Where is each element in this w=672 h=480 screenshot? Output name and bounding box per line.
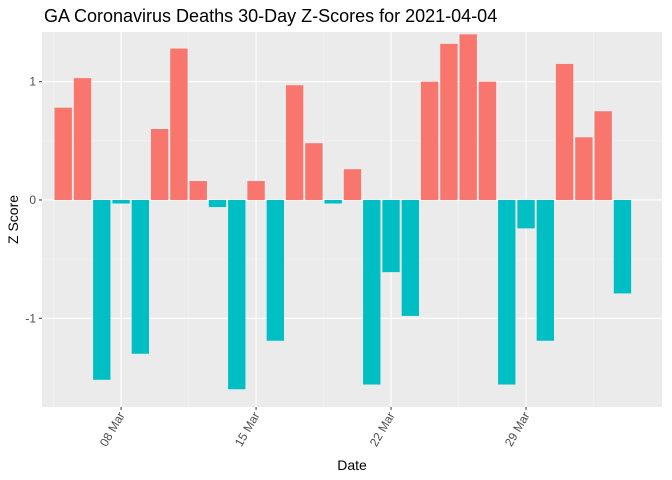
bar-2021-03-15 — [247, 181, 265, 200]
bar-2021-03-25 — [440, 43, 458, 200]
bar-2021-03-11 — [170, 48, 188, 200]
bar-2021-03-18 — [305, 143, 323, 200]
bar-2021-04-02 — [594, 111, 612, 200]
bar-2021-03-13 — [208, 199, 227, 208]
bar-2021-03-05 — [54, 107, 72, 200]
x-axis: 08 Mar 15 Mar 22 Mar 29 Mar — [97, 407, 533, 449]
bar-2021-03-22 — [382, 199, 400, 273]
bars — [54, 34, 632, 390]
x-tick-label: 22 Mar — [367, 410, 398, 449]
y-axis: -1 0 1 — [25, 75, 42, 325]
bar-2021-03-21 — [363, 199, 381, 385]
bar-2021-03-20 — [343, 169, 362, 200]
bar-2021-03-09 — [131, 199, 150, 354]
x-axis-label: Date — [337, 457, 367, 473]
bar-2021-03-08 — [112, 199, 130, 204]
bar-2021-04-01 — [575, 137, 593, 200]
bar-2021-03-06 — [73, 78, 92, 200]
x-tick-label: 08 Mar — [97, 410, 128, 449]
bar-2021-03-12 — [189, 181, 207, 200]
chart-title: GA Coronavirus Deaths 30-Day Z-Scores fo… — [44, 6, 498, 26]
y-axis-label: Z Score — [5, 195, 21, 244]
bar-2021-03-30 — [536, 199, 555, 341]
x-tick-label: 15 Mar — [232, 410, 263, 449]
bar-2021-03-24 — [420, 81, 439, 200]
bar-2021-03-23 — [401, 199, 420, 316]
bar-2021-03-19 — [324, 199, 342, 204]
bar-2021-04-03 — [613, 199, 632, 294]
bar-2021-03-17 — [285, 85, 304, 200]
bar-2021-03-07 — [93, 199, 111, 380]
bar-2021-03-26 — [459, 34, 477, 200]
bar-2021-03-14 — [228, 199, 246, 390]
y-tick-label: 1 — [29, 75, 36, 89]
bar-2021-03-28 — [498, 199, 516, 385]
bar-2021-03-27 — [478, 81, 497, 200]
bar-2021-03-31 — [555, 63, 574, 200]
y-tick-label: -1 — [25, 311, 36, 325]
bar-2021-03-10 — [150, 129, 169, 200]
bar-2021-03-29 — [517, 199, 535, 229]
x-tick-label: 29 Mar — [502, 410, 533, 449]
y-tick-label: 0 — [29, 193, 36, 207]
bar-2021-03-16 — [266, 199, 285, 341]
